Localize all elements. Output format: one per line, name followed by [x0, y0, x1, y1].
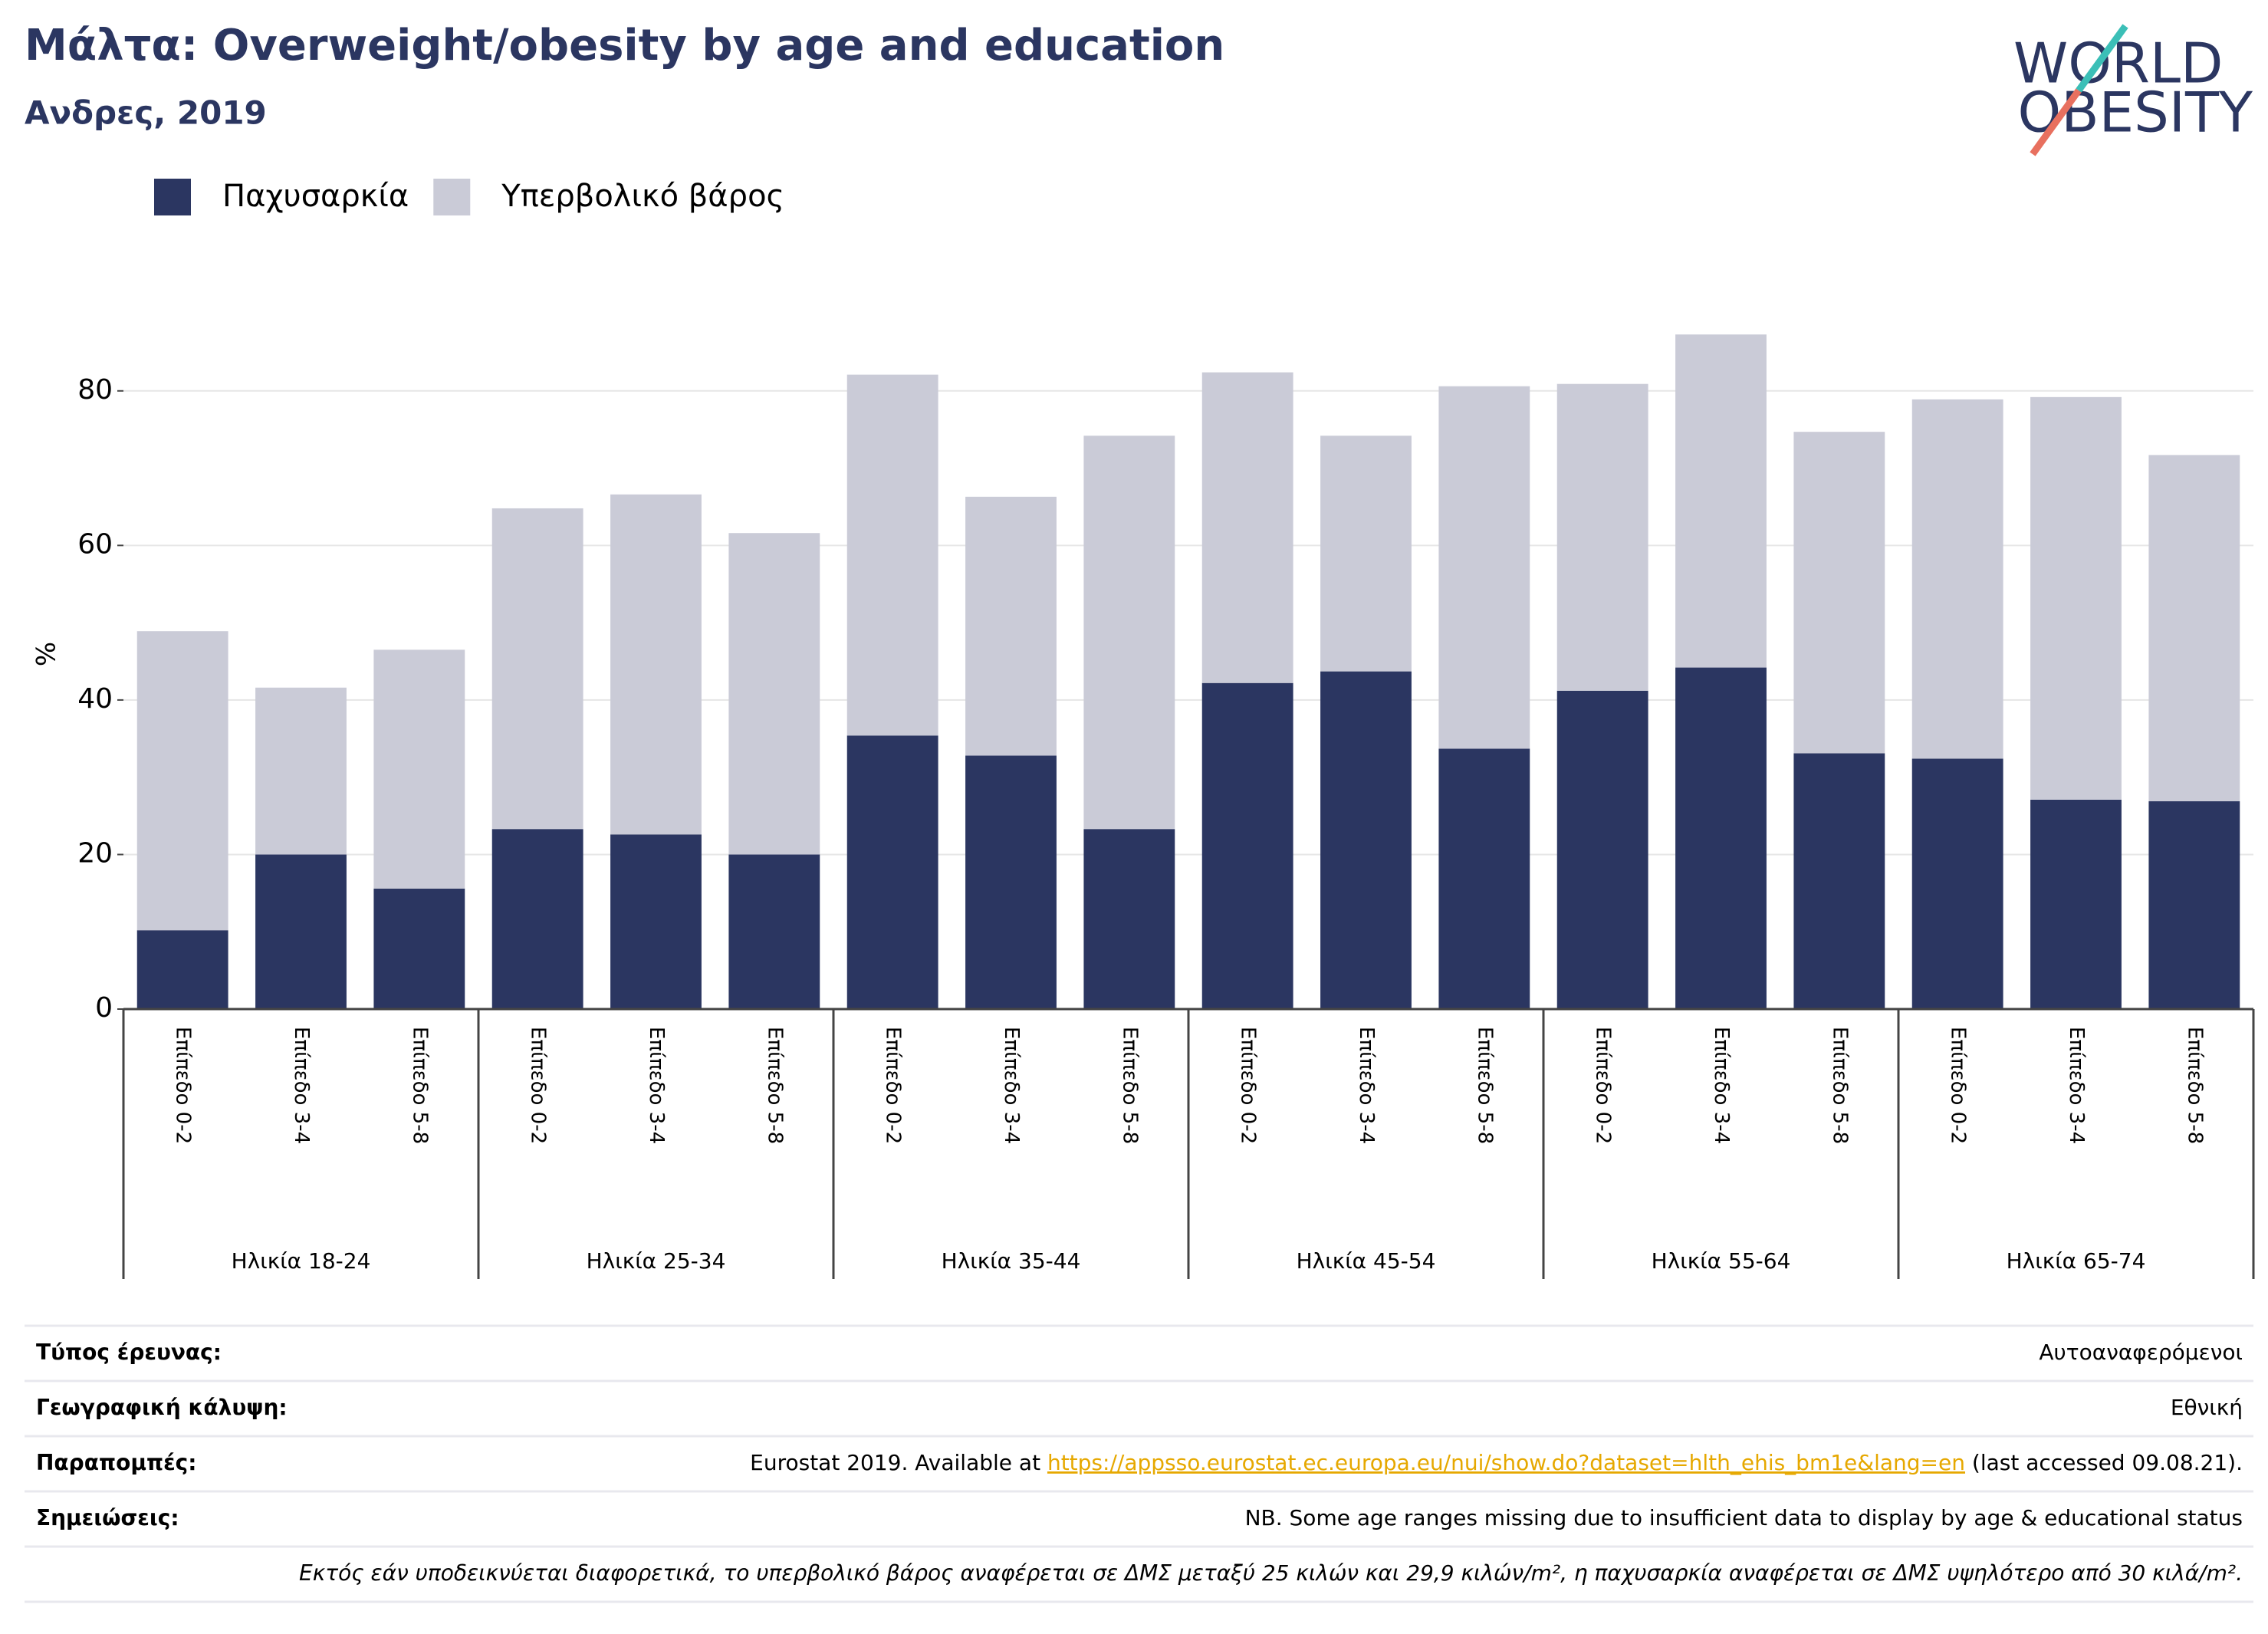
logo: WORLD OBESITY	[2013, 24, 2253, 156]
x-tick-label: Επίπεδο 3-4	[2065, 1027, 2088, 1144]
bar-segment	[2030, 396, 2122, 800]
x-tick-label: Επίπεδο 3-4	[645, 1027, 668, 1144]
x-tick-label: Επίπεδο 0-2	[1237, 1027, 1260, 1144]
reference-text: Eurostat 2019. Available at	[750, 1450, 1047, 1475]
legend-swatch	[154, 179, 191, 215]
bar-segment	[728, 533, 820, 855]
group-label: Ηλικία 45-54	[1297, 1248, 1436, 1274]
bar-segment	[1201, 372, 1293, 683]
bar-segment	[1320, 671, 1412, 1009]
bar-segment	[1083, 436, 1175, 830]
bar-segment	[255, 854, 347, 1009]
x-tick-label: Επίπεδο 3-4	[290, 1027, 313, 1144]
x-tick-label: Επίπεδο 0-2	[1947, 1027, 1970, 1144]
x-tick-label: Επίπεδο 0-2	[882, 1027, 905, 1144]
bar-segment	[965, 755, 1057, 1009]
bar-segment	[846, 374, 938, 736]
row-label: Τύπος έρευνας:	[36, 1340, 222, 1365]
reference-text: (last accessed 09.08.21).	[1965, 1450, 2243, 1475]
chart-title: Μάλτα: Overweight/obesity by age and edu…	[25, 21, 1224, 71]
bar-segment	[136, 930, 228, 1009]
x-tick-label: Επίπεδο 5-8	[1828, 1027, 1851, 1144]
bar-segment	[373, 649, 465, 889]
row-label: Γεωγραφική κάλυψη:	[36, 1395, 288, 1420]
y-tick-label: 80	[77, 374, 113, 406]
group-label: Ηλικία 18-24	[232, 1248, 371, 1274]
row-value: Εθνική	[2171, 1395, 2243, 1420]
bar-segment	[1083, 829, 1175, 1009]
bar-segment	[965, 496, 1057, 756]
row-label: Παραπομπές:	[36, 1450, 196, 1475]
bar-segment	[491, 829, 583, 1009]
x-tick-label: Επίπεδο 0-2	[172, 1027, 195, 1144]
bar-segment	[846, 735, 938, 1009]
row-value: Eurostat 2019. Available at https://apps…	[750, 1450, 2243, 1475]
x-tick-label: Επίπεδο 0-2	[527, 1027, 550, 1144]
bar-segment	[1675, 334, 1767, 668]
logo-slash	[2076, 24, 2128, 93]
bar-segment	[136, 631, 228, 931]
x-tick-label: Επίπεδο 5-8	[763, 1027, 786, 1144]
y-tick-label: 0	[95, 992, 113, 1024]
bar-segment	[2148, 455, 2240, 801]
bar-segment	[1556, 690, 1648, 1009]
group-label: Ηλικία 65-74	[2007, 1248, 2146, 1274]
row-label: Σημειώσεις:	[36, 1505, 179, 1530]
chart-subtitle: Ανδρες, 2019	[25, 94, 267, 132]
bar-segment	[373, 888, 465, 1009]
bar-segment	[255, 687, 347, 855]
bar-segment	[1911, 399, 2003, 759]
row-value: NB. Some age ranges missing due to insuf…	[1245, 1505, 2243, 1530]
logo-text: WORLD	[2013, 31, 2223, 96]
bar-segment	[1675, 667, 1767, 1009]
bar-segment	[1911, 758, 2003, 1009]
y-tick-label: 60	[77, 528, 113, 560]
footnote: Εκτός εάν υποδεικνύεται διαφορετικά, το …	[299, 1560, 2243, 1586]
x-tick-label: Επίπεδο 5-8	[1118, 1027, 1141, 1144]
bar-segment	[610, 834, 702, 1009]
y-tick-label: 20	[77, 837, 113, 869]
reference-link[interactable]: https://appsso.eurostat.ec.europa.eu/nui…	[1047, 1450, 1965, 1475]
x-tick-label: Επίπεδο 5-8	[2183, 1027, 2206, 1144]
logo-text: OBESITY	[2018, 81, 2253, 145]
x-tick-label: Επίπεδο 5-8	[408, 1027, 431, 1144]
row-value: Αυτοαναφερόμενοι	[2039, 1340, 2243, 1365]
bar-segment	[1438, 748, 1530, 1009]
y-axis-label: %	[31, 642, 62, 666]
legend-label: Παχυσαρκία	[222, 179, 409, 214]
group-label: Ηλικία 55-64	[1652, 1248, 1791, 1274]
x-tick-label: Επίπεδο 3-4	[1710, 1027, 1733, 1144]
bar-segment	[1556, 383, 1648, 691]
y-tick-label: 40	[77, 683, 113, 715]
bar-segment	[2030, 799, 2122, 1009]
group-label: Ηλικία 35-44	[942, 1248, 1081, 1274]
x-tick-label: Επίπεδο 3-4	[1000, 1027, 1023, 1144]
bar-segment	[1793, 753, 1885, 1009]
bar-segment	[728, 854, 820, 1009]
bar-segment	[1201, 682, 1293, 1009]
bar-segment	[1438, 386, 1530, 749]
x-tick-label: Επίπεδο 3-4	[1355, 1027, 1378, 1144]
bar-segment	[1793, 432, 1885, 754]
x-tick-label: Επίπεδο 5-8	[1473, 1027, 1496, 1144]
x-tick-label: Επίπεδο 0-2	[1592, 1027, 1615, 1144]
bar-segment	[491, 508, 583, 830]
bar-segment	[2148, 801, 2240, 1009]
group-label: Ηλικία 25-34	[587, 1248, 726, 1274]
legend-swatch	[433, 179, 471, 215]
logo-slash	[2030, 88, 2082, 156]
bar-segment	[1320, 436, 1412, 672]
bar-segment	[610, 494, 702, 835]
legend-label: Υπερβολικό βάρος	[501, 179, 784, 214]
